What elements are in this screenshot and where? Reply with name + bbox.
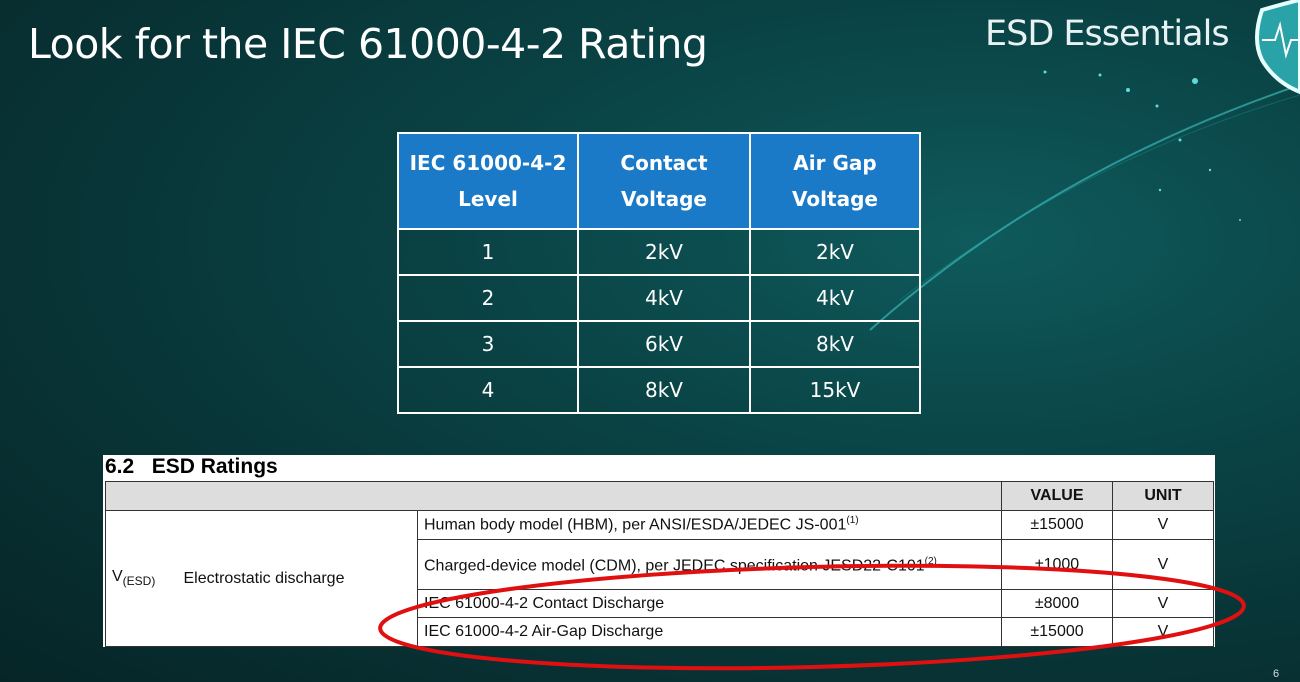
condition-cell: IEC 61000-4-2 Contact Discharge: [417, 589, 1002, 618]
esd-ratings-excerpt: 6.2 ESD Ratings VALUE UNIT V(ESD) Electr…: [103, 455, 1215, 647]
cell: 4kV: [577, 274, 751, 322]
cell: 8kV: [577, 366, 751, 414]
unit-cell: V: [1112, 617, 1214, 647]
unit-cell: V: [1112, 589, 1214, 618]
header-value: VALUE: [1001, 481, 1113, 511]
cell: 1: [397, 228, 579, 276]
esd-ratings-heading: 6.2 ESD Ratings: [105, 455, 278, 478]
cell: 8kV: [749, 320, 921, 368]
header-air-gap-voltage: Air Gap Voltage: [749, 132, 921, 230]
cell: 2kV: [749, 228, 921, 276]
value-cell: ±8000: [1001, 589, 1113, 618]
header-blank: [105, 481, 1002, 511]
table-row: 2 4kV 4kV: [397, 274, 921, 322]
iec-level-table: IEC 61000-4-2 Level Contact Voltage Air Ga…: [397, 132, 921, 414]
esd-ratings-table: VALUE UNIT V(ESD) Electrostatic discharg…: [105, 481, 1214, 647]
header-unit: UNIT: [1112, 481, 1214, 511]
table-row: V(ESD) Electrostatic discharge Human bod…: [105, 510, 1214, 647]
table-row: 1 2kV 2kV: [397, 228, 921, 276]
value-cell: ±15000: [1001, 617, 1113, 647]
page-number: 6: [1273, 668, 1280, 680]
slide-title: Look for the IEC 61000-4-2 Rating: [28, 20, 708, 68]
table-row: 3 6kV 8kV: [397, 320, 921, 368]
cell: 15kV: [749, 366, 921, 414]
value-cell: ±15000: [1001, 510, 1113, 540]
header-level: IEC 61000-4-2 Level: [397, 132, 579, 230]
brand-name: ESD Essentials: [985, 14, 1230, 54]
cell: 4kV: [749, 274, 921, 322]
condition-cell: Human body model (HBM), per ANSI/ESDA/JE…: [417, 510, 1002, 540]
condition-cell: Charged-device model (CDM), per JEDEC sp…: [417, 539, 1002, 590]
unit-cell: V: [1112, 510, 1214, 540]
cell: 3: [397, 320, 579, 368]
shield-heartbeat-icon: [1255, 0, 1300, 95]
cell: 2kV: [577, 228, 751, 276]
condition-cell: IEC 61000-4-2 Air-Gap Discharge: [417, 617, 1002, 647]
symbol-cell: V(ESD): [105, 510, 178, 647]
value-cell: ±1000: [1001, 539, 1113, 590]
header-contact-voltage: Contact Voltage: [577, 132, 751, 230]
cell: 4: [397, 366, 579, 414]
unit-cell: V: [1112, 539, 1214, 590]
cell: 6kV: [577, 320, 751, 368]
table-row: 4 8kV 15kV: [397, 366, 921, 414]
cell: 2: [397, 274, 579, 322]
parameter-cell: Electrostatic discharge: [177, 510, 418, 647]
